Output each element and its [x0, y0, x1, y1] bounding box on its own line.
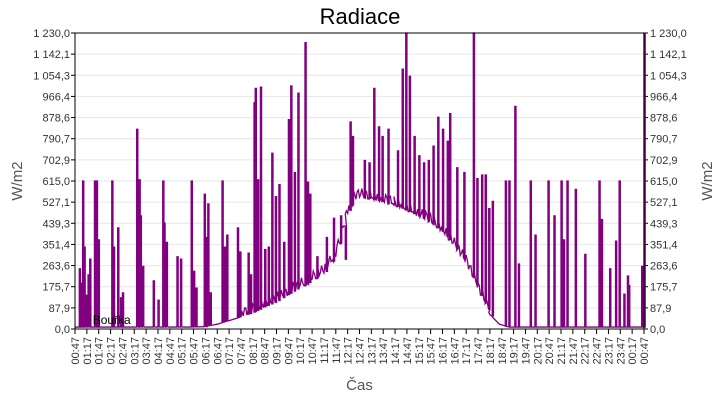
- x-tick-label: 17:47: [473, 337, 485, 365]
- y-tick-label-right: 87,9: [650, 303, 671, 315]
- y-tick-label-left: 87,9: [49, 303, 70, 315]
- x-tick-label: 11:47: [331, 337, 343, 364]
- x-tick-label: 08:17: [248, 337, 260, 365]
- y-tick-label-right: 1 054,3: [650, 70, 687, 82]
- y-tick-label-left: 878,6: [42, 113, 70, 125]
- y-tick-label-right: 439,3: [650, 218, 678, 230]
- x-tick-label: 16:47: [449, 337, 461, 365]
- y-tick-label-left: 1 230,0: [33, 28, 70, 40]
- x-tick-label: 00:17: [627, 337, 639, 365]
- y-tick-label-left: 615,0: [42, 176, 70, 188]
- x-tick-label: 19:47: [520, 337, 532, 365]
- x-tick-label: 00:47: [70, 337, 82, 365]
- radiation-series-line: [75, 32, 646, 328]
- x-tick-label: 09:17: [272, 337, 284, 365]
- y-tick-label-right: 966,4: [650, 91, 678, 103]
- x-tick-label: 12:47: [355, 337, 367, 365]
- x-tick-label: 01:47: [94, 337, 106, 365]
- x-tick-label: 18:47: [497, 337, 509, 365]
- x-tick-label: 01:17: [82, 337, 94, 365]
- plot-frame: [74, 32, 645, 330]
- y-tick-label-left: 439,3: [42, 218, 70, 230]
- y-tick-label-right: 878,6: [650, 113, 678, 125]
- x-tick-label: 11:17: [319, 337, 331, 364]
- x-tick-label: 17:17: [461, 337, 473, 365]
- y-axis-title-right: W/m2: [699, 161, 716, 200]
- x-tick-label: 00:47: [639, 337, 651, 365]
- y-tick-label-left: 702,9: [42, 155, 70, 167]
- y-tick-label-right: 1 230,0: [650, 28, 687, 40]
- x-tick-label: 10:17: [295, 337, 307, 365]
- y-tick-label-right: 175,7: [650, 282, 678, 294]
- y-tick-label-left: 0,0: [55, 324, 70, 336]
- y-tick-label-right: 615,0: [650, 176, 678, 188]
- x-tick-label: 03:17: [129, 337, 141, 365]
- x-tick-label: 13:17: [366, 337, 378, 365]
- x-axis-title: Čas: [346, 377, 373, 394]
- x-tick-label: 19:17: [509, 337, 521, 365]
- x-tick-label: 22:47: [592, 337, 604, 365]
- y-tick-label-right: 1 142,1: [650, 49, 687, 61]
- x-tick-label: 14:17: [390, 337, 402, 365]
- y-tick-label-left: 966,4: [42, 91, 70, 103]
- y-tick-label-left: 351,4: [42, 239, 70, 251]
- x-tick-label: 23:47: [615, 337, 627, 365]
- y-tick-label-right: 790,7: [650, 134, 678, 146]
- y-tick-label-right: 0,0: [650, 324, 665, 336]
- x-tick-label: 02:47: [117, 337, 129, 365]
- annotation-label: Bouřka: [93, 313, 131, 327]
- y-tick-label-right: 263,6: [650, 261, 678, 273]
- x-tick-label: 09:47: [283, 337, 295, 365]
- x-tick-label: 15:47: [426, 337, 438, 365]
- y-tick-label-left: 790,7: [42, 134, 70, 146]
- x-tick-label: 06:47: [212, 337, 224, 365]
- x-tick-label: 03:47: [141, 337, 153, 365]
- x-tick-label: 02:17: [106, 337, 118, 365]
- y-tick-label-right: 527,1: [650, 197, 678, 209]
- y-tick-label-right: 351,4: [650, 239, 678, 251]
- x-tick-label: 05:47: [189, 337, 201, 365]
- x-tick-label: 21:47: [568, 337, 580, 365]
- x-tick-label: 20:17: [532, 337, 544, 365]
- x-tick-label: 10:47: [307, 337, 319, 365]
- x-tick-label: 20:47: [544, 337, 556, 365]
- x-tick-label: 15:17: [414, 337, 426, 365]
- x-tick-label: 22:17: [580, 337, 592, 365]
- x-tick-label: 04:17: [153, 337, 165, 365]
- y-tick-label-left: 1 142,1: [33, 49, 70, 61]
- y-tick-label-right: 702,9: [650, 155, 678, 167]
- x-tick-label: 12:17: [343, 337, 355, 365]
- x-tick-label: 06:17: [200, 337, 212, 365]
- x-tick-label: 16:17: [437, 337, 449, 365]
- x-tick-label: 04:47: [165, 337, 177, 365]
- y-tick-label-left: 175,7: [42, 282, 70, 294]
- y-tick-label-left: 1 054,3: [33, 70, 70, 82]
- y-axis-title-left: W/m2: [9, 161, 26, 200]
- x-tick-label: 07:17: [224, 337, 236, 365]
- y-tick-label-left: 263,6: [42, 261, 70, 273]
- x-tick-label: 18:17: [485, 337, 497, 365]
- x-tick-label: 23:17: [603, 337, 615, 365]
- chart-title: Radiace: [319, 4, 401, 29]
- x-tick-label: 14:47: [402, 337, 414, 365]
- y-tick-label-left: 527,1: [42, 197, 70, 209]
- x-tick-label: 05:17: [177, 337, 189, 365]
- x-tick-label: 07:47: [236, 337, 248, 365]
- x-tick-label: 13:47: [378, 337, 390, 365]
- x-tick-label: 08:47: [260, 337, 272, 365]
- x-tick-label: 21:17: [556, 337, 568, 365]
